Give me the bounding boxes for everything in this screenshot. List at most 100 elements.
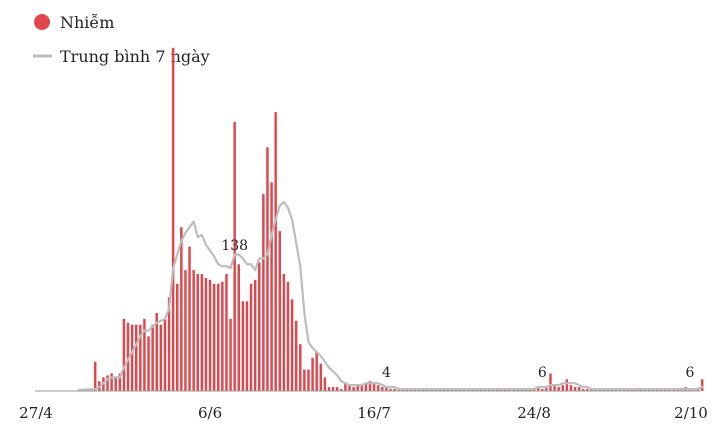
bar [569,385,573,391]
bar [225,274,228,391]
bar [93,361,97,391]
bar [171,47,175,392]
bar [159,324,163,391]
bar [557,387,560,391]
x-tick-label: 24/8 [517,404,551,422]
bar [393,389,396,391]
bar [110,373,113,391]
bar [106,375,109,391]
bar [180,227,183,391]
bar [573,387,577,391]
bar [348,385,351,391]
bar [299,344,302,391]
bar [549,373,552,391]
bar [561,385,564,391]
bar [553,385,556,391]
bar [192,270,195,391]
bar [122,318,126,391]
bar [130,324,134,391]
bar [315,352,318,391]
bar [278,231,281,391]
bar [126,322,130,391]
bar [352,387,355,391]
bar [536,387,540,391]
bar [541,389,544,391]
bar [155,313,158,391]
avg-line [77,200,704,392]
annotation-label: 6 [686,365,695,381]
bar [294,320,298,391]
bar [208,279,212,391]
bar [282,274,286,391]
bar [360,385,364,391]
bar [212,283,216,391]
bar [577,387,581,391]
x-tick-label: 16/7 [357,404,391,422]
bar [340,389,343,391]
annotation-label: 4 [382,365,391,381]
bar [290,299,294,391]
bar [139,324,142,391]
x-tick-label: 6/6 [198,404,222,422]
bar [582,389,585,391]
bar [344,383,347,391]
bar [143,318,146,391]
bar [237,264,240,391]
bar [114,377,117,391]
bar [163,318,167,391]
bar [221,281,224,391]
bar [368,381,372,391]
bar [241,301,245,391]
bar [364,383,368,391]
bar [270,182,273,391]
bar [258,262,261,391]
bar [389,389,392,391]
annotations-layer: 138 4 6 6 [221,238,694,381]
bar [307,369,310,391]
bar [700,379,704,391]
bar [323,377,327,391]
bar [135,324,138,391]
bar [151,324,154,391]
bar [253,279,257,391]
legend-avg-label: Trung bình 7 ngày [60,47,210,66]
legend-cases-label: Nhiễm [60,13,114,32]
bar [147,336,150,391]
bar [303,369,306,391]
bar [319,363,323,391]
bar [586,389,589,391]
bar [118,373,122,391]
bar [376,385,380,391]
bar [204,277,208,391]
bar [372,383,376,391]
legend: Nhiễm Trung bình 7 ngày [33,13,210,66]
bar [356,385,359,391]
bar [385,387,388,391]
x-axis-ticks: 27/4 6/6 16/7 24/8 2/10 [19,404,708,422]
bar [188,246,191,391]
bar [176,283,179,391]
bar [331,387,335,391]
bar [196,274,199,391]
bar [311,357,314,391]
bar [262,194,265,391]
bar [167,297,171,391]
bar [229,318,232,391]
bar [327,387,331,391]
bar [266,147,269,391]
bar [381,387,384,391]
x-tick-label: 27/4 [19,404,53,422]
x-tick-label: 2/10 [674,404,708,422]
bar [245,301,249,391]
bar [565,379,569,391]
bar [335,387,339,391]
bar [184,270,187,391]
bar [545,387,548,391]
bar [217,283,220,391]
bar [200,274,204,391]
annotation-label: 6 [538,365,547,381]
annotation-label: 138 [221,238,248,254]
avg-line-layer [77,200,704,392]
bar [249,283,253,391]
